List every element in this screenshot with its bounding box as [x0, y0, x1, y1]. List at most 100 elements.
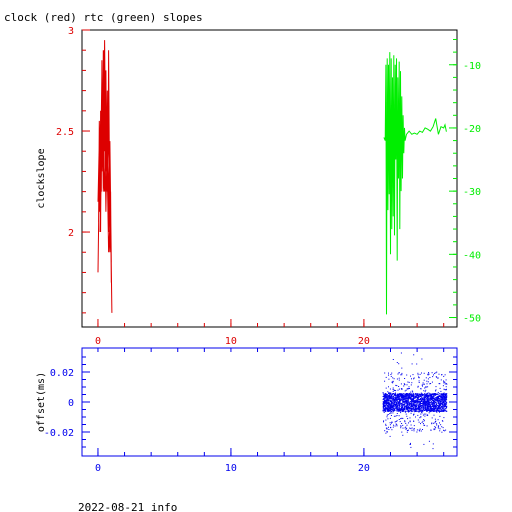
offset-point	[404, 402, 406, 404]
offset-point	[382, 398, 384, 400]
offset-point	[403, 396, 405, 398]
offset-point	[397, 373, 399, 375]
offset-point	[412, 398, 414, 400]
offset-point	[426, 415, 428, 416]
offset-point	[445, 408, 447, 410]
offset-point	[403, 393, 405, 395]
offset-point	[384, 430, 386, 432]
offset-point	[401, 406, 403, 408]
offset-point	[385, 405, 387, 407]
offset-point	[442, 401, 444, 403]
offset-point	[419, 410, 421, 412]
offset-point	[386, 416, 388, 418]
offset-point	[402, 395, 404, 397]
offset-point	[401, 408, 402, 410]
offset-point	[428, 403, 430, 405]
offset-point	[396, 401, 398, 403]
offset-point	[383, 421, 384, 423]
offset-point	[440, 410, 442, 412]
offset-point	[435, 401, 437, 403]
offset-point	[427, 407, 429, 409]
offset-point	[424, 415, 426, 417]
offset-point	[439, 410, 441, 412]
offset-point	[403, 410, 405, 412]
offset-point	[418, 395, 419, 397]
offset-point	[405, 426, 407, 428]
offset-point	[429, 406, 431, 408]
offset-point	[385, 394, 387, 396]
offset-point	[399, 400, 401, 402]
offset-point	[395, 402, 397, 404]
offset-point	[384, 380, 386, 382]
offset-point	[440, 401, 442, 403]
offset-point	[427, 399, 429, 401]
offset-point	[391, 403, 393, 405]
offset-point	[444, 395, 446, 397]
offset-point	[438, 397, 439, 399]
offset-point	[393, 395, 395, 397]
offset-point	[404, 378, 406, 379]
offset-point	[417, 408, 419, 410]
offset-point	[387, 418, 389, 420]
offset-point	[400, 400, 401, 402]
offset-point	[418, 411, 420, 413]
offset-point	[385, 387, 387, 389]
offset-point	[423, 399, 425, 401]
offset-point	[385, 401, 387, 403]
offset-point	[438, 396, 439, 398]
offset-point	[385, 408, 387, 410]
offset-point	[401, 388, 403, 390]
clock-slope-series	[97, 40, 113, 313]
offset-point	[424, 393, 426, 395]
offset-point	[408, 395, 410, 397]
left-y-tick-label: 3	[68, 26, 74, 37]
offset-point	[410, 424, 412, 426]
offset-point	[396, 406, 398, 408]
offset-point	[385, 400, 387, 402]
offset-point	[388, 410, 390, 412]
offset-point	[442, 406, 444, 408]
offset-point	[409, 408, 411, 410]
offset-point	[383, 407, 385, 409]
offset-point	[432, 397, 434, 399]
offset-point	[421, 412, 423, 414]
offset-point	[431, 398, 433, 400]
offset-point	[416, 431, 418, 433]
offset-point	[392, 387, 394, 389]
offset-point	[440, 396, 442, 398]
offset-point	[389, 422, 391, 424]
offset-point	[439, 393, 441, 394]
offset-point	[387, 402, 389, 404]
offset-point	[416, 403, 418, 405]
offset-point	[417, 395, 419, 397]
offset-point	[397, 407, 399, 409]
offset-point	[388, 392, 390, 394]
offset-point	[425, 393, 427, 395]
offset-point	[404, 405, 406, 407]
offset-point	[442, 404, 443, 406]
offset-point	[411, 408, 413, 410]
offset-point	[420, 423, 421, 425]
offset-point	[407, 400, 409, 402]
offset-point	[386, 400, 388, 402]
offset-point	[401, 409, 403, 410]
offset-point	[413, 404, 415, 406]
offset-point	[394, 392, 396, 394]
offset-point	[421, 399, 423, 401]
offset-point	[395, 401, 396, 403]
offset-point	[430, 394, 432, 396]
offset-point	[445, 429, 447, 431]
offset-point	[422, 408, 424, 410]
offset-point	[406, 406, 408, 408]
offset-point	[391, 405, 393, 407]
offset-point	[435, 427, 437, 429]
offset-point	[441, 406, 442, 408]
offset-point	[415, 416, 416, 418]
offset-point	[440, 410, 441, 412]
offset-point	[385, 402, 387, 404]
offset-point	[405, 394, 407, 396]
offset-point	[413, 394, 415, 396]
offset-point	[440, 390, 442, 392]
offset-point	[419, 428, 421, 430]
offset-point	[437, 408, 439, 410]
